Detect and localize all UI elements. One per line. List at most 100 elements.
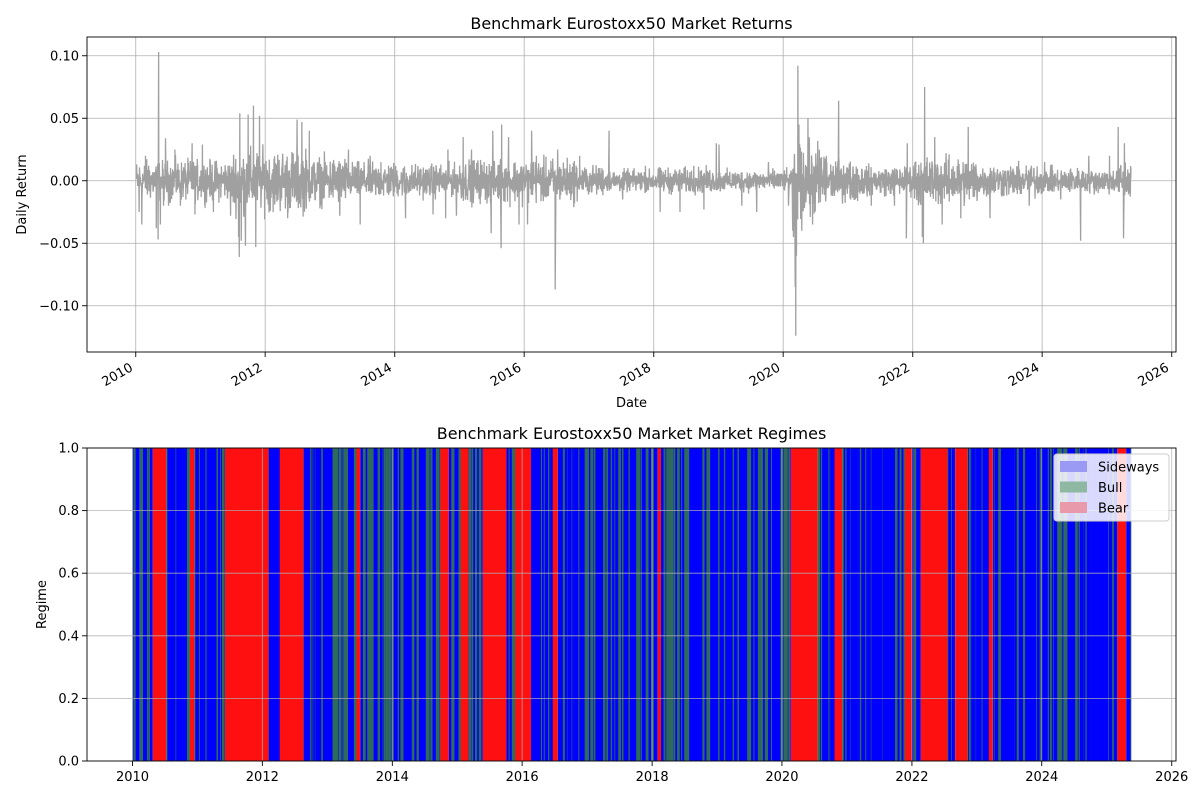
returns-x-tick-label: 2020 xyxy=(747,360,783,390)
regime-day-bar xyxy=(867,448,869,761)
regime-day-bar xyxy=(318,448,320,761)
regime-day-bar xyxy=(453,448,455,761)
regime-day-bar xyxy=(203,448,206,761)
regime-day-bar xyxy=(832,448,835,761)
regime-day-bar xyxy=(628,448,630,761)
regime-day-bar xyxy=(416,448,418,761)
regime-day-bar xyxy=(200,448,203,761)
regimes-x-tick-label: 2016 xyxy=(506,770,539,785)
regime-day-bar xyxy=(561,448,563,761)
regime-segment-bear xyxy=(458,448,469,761)
regime-day-bar xyxy=(329,448,333,761)
regime-day-bar xyxy=(474,448,478,761)
regime-segment-sideways xyxy=(506,448,515,761)
regime-day-bar xyxy=(388,448,391,761)
regime-day-bar xyxy=(713,448,716,761)
regime-segment-bear xyxy=(189,448,195,761)
returns-y-tick-label: −0.10 xyxy=(39,299,79,314)
regime-day-bar xyxy=(343,448,347,761)
regime-day-bar xyxy=(324,448,326,761)
regime-day-bar xyxy=(619,448,620,761)
regime-day-bar xyxy=(1110,448,1113,761)
legend-label-sideways: Sideways xyxy=(1098,461,1159,476)
regime-day-bar xyxy=(729,448,732,761)
regime-day-bar xyxy=(560,448,562,761)
regime-day-bar xyxy=(1093,448,1096,761)
regime-day-bar xyxy=(568,448,571,761)
regime-day-bar xyxy=(370,448,373,761)
regimes-y-tick-label: 0.4 xyxy=(58,629,79,644)
returns-axes-frame xyxy=(86,36,1177,353)
regimes-x-tick-label: 2026 xyxy=(1155,770,1188,785)
regime-day-bar xyxy=(311,448,313,761)
regime-day-bar xyxy=(400,448,403,761)
regime-day-bar xyxy=(711,448,714,761)
regimes-x-tick-label: 2012 xyxy=(246,770,279,785)
regime-day-bar xyxy=(829,448,831,761)
regime-day-bar xyxy=(702,448,705,761)
regime-day-bar xyxy=(983,448,986,761)
returns-y-tick-label: −0.05 xyxy=(39,237,79,252)
regime-day-bar xyxy=(857,448,859,761)
regime-day-bar xyxy=(327,448,331,761)
regime-day-bar xyxy=(353,448,357,761)
regime-day-bar xyxy=(1053,448,1054,761)
regime-day-bar xyxy=(670,448,674,761)
regime-day-bar xyxy=(614,448,616,761)
regime-day-bar xyxy=(1028,448,1032,761)
returns-line xyxy=(135,51,1132,336)
regime-day-bar xyxy=(1010,448,1013,761)
regime-day-bar xyxy=(367,448,371,761)
regime-day-bar xyxy=(1114,448,1116,761)
regime-day-bar xyxy=(451,448,454,761)
regime-day-bar xyxy=(783,448,787,761)
regime-day-bar xyxy=(951,448,954,761)
returns-y-tick-label: 0.10 xyxy=(50,49,79,64)
regime-day-bar xyxy=(1062,448,1064,761)
regime-day-bar xyxy=(914,448,917,761)
regimes-chart-title: Benchmark Eurostoxx50 Market Market Regi… xyxy=(437,424,827,443)
regime-day-bar xyxy=(891,448,892,761)
regime-day-bar xyxy=(976,448,979,761)
regime-day-bar xyxy=(346,448,349,761)
returns-x-tick-label: 2016 xyxy=(488,360,524,390)
returns-x-tick-label: 2014 xyxy=(359,360,395,390)
regime-day-bar xyxy=(534,448,537,761)
regime-day-bar xyxy=(430,448,432,761)
regime-day-bar xyxy=(1086,448,1089,761)
regime-segment-bear xyxy=(514,448,532,761)
regime-day-bar xyxy=(899,448,902,761)
returns-chart-title: Benchmark Eurostoxx50 Market Returns xyxy=(470,14,792,33)
returns-y-tick-label: 0.05 xyxy=(50,112,79,127)
regime-day-bar xyxy=(320,448,322,761)
regime-day-bar xyxy=(1050,448,1052,761)
regime-day-bar xyxy=(587,448,589,761)
regime-day-bar xyxy=(652,448,654,761)
regime-day-bar xyxy=(382,448,384,761)
regime-day-bar xyxy=(734,448,736,761)
regime-day-bar xyxy=(1025,448,1028,761)
regime-day-bar xyxy=(858,448,860,761)
regime-day-bar xyxy=(1102,448,1106,761)
regime-day-bar xyxy=(666,448,669,761)
regime-day-bar xyxy=(1000,448,1003,761)
regime-day-bar xyxy=(986,448,989,761)
regime-day-bar xyxy=(869,448,870,761)
regime-day-bar xyxy=(825,448,827,761)
regimes-x-tick-label: 2010 xyxy=(116,770,149,785)
regime-day-bar xyxy=(1099,448,1102,761)
regime-day-bar xyxy=(884,448,887,761)
regime-day-bar xyxy=(391,448,393,761)
regime-day-bar xyxy=(875,448,878,761)
regime-day-bar xyxy=(306,448,310,761)
regime-day-bar xyxy=(759,448,763,761)
regime-day-bar xyxy=(1075,448,1078,761)
regime-day-bar xyxy=(1105,448,1106,761)
regime-day-bar xyxy=(439,448,441,761)
regimes-y-ticks: 0.0 0.2 0.4 0.6 0.8 1.0 xyxy=(58,442,87,770)
regime-day-bar xyxy=(975,448,977,761)
regime-day-bar xyxy=(564,448,568,761)
regime-day-bar xyxy=(201,448,204,761)
regime-day-bar xyxy=(316,448,319,761)
